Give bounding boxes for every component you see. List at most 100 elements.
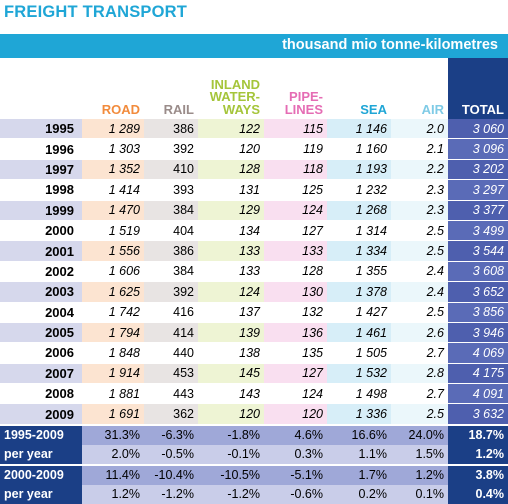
cell-road: 1 625 xyxy=(82,281,144,303)
table-row: 2004 1 742 416 137 132 1 427 2.5 3 856 xyxy=(0,302,508,323)
summary-cell-sea: 1.7% xyxy=(327,463,391,485)
header-rail: RAIL xyxy=(163,101,194,117)
summary-cell-iww: -0.1% xyxy=(198,444,264,465)
table-row: 1998 1 414 393 131 125 1 232 2.3 3 297 xyxy=(0,179,508,201)
header-inland-waterways-line1: INLAND xyxy=(210,76,260,92)
cell-sea: 1 160 xyxy=(327,138,391,160)
cell-road: 1 848 xyxy=(82,342,144,364)
summary-cell-air: 1.2% xyxy=(391,463,448,485)
summary-cell-sea: 1.1% xyxy=(327,444,391,465)
summary-cell-total: 18.7% xyxy=(448,423,508,445)
cell-sea: 1 355 xyxy=(327,261,391,283)
summary-cell-road: 31.3% xyxy=(82,423,144,445)
cell-road: 1 303 xyxy=(82,138,144,160)
cell-road: 1 881 xyxy=(82,383,144,405)
cell-year: 1996 xyxy=(0,138,82,160)
summary-cell-road: 2.0% xyxy=(82,444,144,465)
summary-cell-iww: -10.5% xyxy=(198,463,264,485)
cell-year: 2008 xyxy=(0,383,82,405)
summary-cell-pipe: 4.6% xyxy=(264,423,327,445)
cell-air: 2.8 xyxy=(391,363,448,385)
summary-cell-iww: -1.8% xyxy=(198,423,264,445)
table-row: 2006 1 848 440 138 135 1 505 2.7 4 069 xyxy=(0,342,508,364)
cell-pipe: 136 xyxy=(264,322,327,344)
cell-air: 2.3 xyxy=(391,179,448,201)
cell-road: 1 414 xyxy=(82,179,144,201)
summary-cell-air: 24.0% xyxy=(391,423,448,445)
year-rows: 1995 1 289 386 122 115 1 146 2.0 3 060 1996 1 303… xyxy=(0,119,508,426)
cell-total: 3 608 xyxy=(448,261,508,283)
table-row: 1997 1 352 410 128 118 1 193 2.2 3 202 xyxy=(0,159,508,181)
table-row: 2002 1 606 384 133 128 1 355 2.4 3 608 xyxy=(0,261,508,283)
unit-label: thousand mio tonne-kilometres xyxy=(282,37,498,53)
cell-year: 1995 xyxy=(0,119,82,140)
cell-rail: 414 xyxy=(144,322,198,344)
cell-sea: 1 314 xyxy=(327,220,391,242)
cell-sea: 1 461 xyxy=(327,322,391,344)
cell-year: 1999 xyxy=(0,200,82,221)
header-row: ROAD RAIL INLAND WATER- WAYS PIPE- LINES… xyxy=(0,58,508,119)
cell-rail: 440 xyxy=(144,342,198,364)
summary-cell-rail: -10.4% xyxy=(144,463,198,485)
cell-iww: 139 xyxy=(198,322,264,344)
cell-sea: 1 193 xyxy=(327,159,391,181)
cell-sea: 1 336 xyxy=(327,403,391,426)
cell-year: 2009 xyxy=(0,403,82,426)
cell-year: 1998 xyxy=(0,179,82,201)
cell-sea: 1 498 xyxy=(327,383,391,405)
cell-sea: 1 378 xyxy=(327,281,391,303)
cell-sea: 1 532 xyxy=(327,363,391,385)
cell-total: 3 499 xyxy=(448,220,508,242)
cell-pipe: 118 xyxy=(264,159,327,181)
summary-label: 2000-2009 xyxy=(0,463,82,485)
header-year xyxy=(0,58,82,119)
cell-year: 2007 xyxy=(0,363,82,385)
cell-total: 3 202 xyxy=(448,159,508,181)
header-inland-waterways-line3: WAYS xyxy=(222,101,260,117)
cell-year: 2006 xyxy=(0,342,82,364)
cell-year: 1997 xyxy=(0,159,82,181)
cell-air: 2.5 xyxy=(391,403,448,426)
summary-cell-total: 1.2% xyxy=(448,444,508,465)
header-pipelines: PIPE- LINES xyxy=(264,58,327,119)
cell-rail: 384 xyxy=(144,200,198,221)
summary-cell-rail: -0.5% xyxy=(144,444,198,465)
cell-total: 3 946 xyxy=(448,322,508,344)
cell-pipe: 119 xyxy=(264,138,327,160)
cell-air: 2.4 xyxy=(391,261,448,283)
cell-total: 3 652 xyxy=(448,281,508,303)
cell-iww: 122 xyxy=(198,119,264,140)
cell-iww: 143 xyxy=(198,383,264,405)
cell-rail: 386 xyxy=(144,119,198,140)
header-pipelines-line2: LINES xyxy=(284,101,323,117)
summary-cell-air: 1.5% xyxy=(391,444,448,465)
cell-total: 3 856 xyxy=(448,302,508,323)
cell-total: 4 091 xyxy=(448,383,508,405)
summary-cell-road: 11.4% xyxy=(82,463,144,485)
freight-table: ROAD RAIL INLAND WATER- WAYS PIPE- LINES… xyxy=(0,58,508,504)
unit-bar: thousand mio tonne-kilometres xyxy=(0,34,508,58)
cell-air: 2.0 xyxy=(391,119,448,140)
summary-cell-pipe: -5.1% xyxy=(264,463,327,485)
cell-road: 1 606 xyxy=(82,261,144,283)
table-row: 2003 1 625 392 124 130 1 378 2.4 3 652 xyxy=(0,281,508,303)
cell-iww: 120 xyxy=(198,403,264,426)
cell-road: 1 519 xyxy=(82,220,144,242)
cell-total: 3 297 xyxy=(448,179,508,201)
cell-total: 3 632 xyxy=(448,403,508,426)
cell-iww: 120 xyxy=(198,138,264,160)
cell-rail: 392 xyxy=(144,281,198,303)
cell-air: 2.3 xyxy=(391,200,448,221)
cell-road: 1 352 xyxy=(82,159,144,181)
table-row: 1999 1 470 384 129 124 1 268 2.3 3 377 xyxy=(0,200,508,221)
table-row: 1995 1 289 386 122 115 1 146 2.0 3 060 xyxy=(0,119,508,140)
summary-row: per year 2.0% -0.5% -0.1% 0.3% 1.1% 1.5% 1.2% xyxy=(0,444,508,465)
cell-air: 2.1 xyxy=(391,138,448,160)
header-inland-waterways-line2: WATER- xyxy=(209,89,260,104)
cell-sea: 1 232 xyxy=(327,179,391,201)
page-title: FREIGHT TRANSPORT xyxy=(4,3,188,21)
cell-road: 1 742 xyxy=(82,302,144,323)
cell-rail: 404 xyxy=(144,220,198,242)
cell-rail: 416 xyxy=(144,302,198,323)
cell-pipe: 125 xyxy=(264,179,327,201)
